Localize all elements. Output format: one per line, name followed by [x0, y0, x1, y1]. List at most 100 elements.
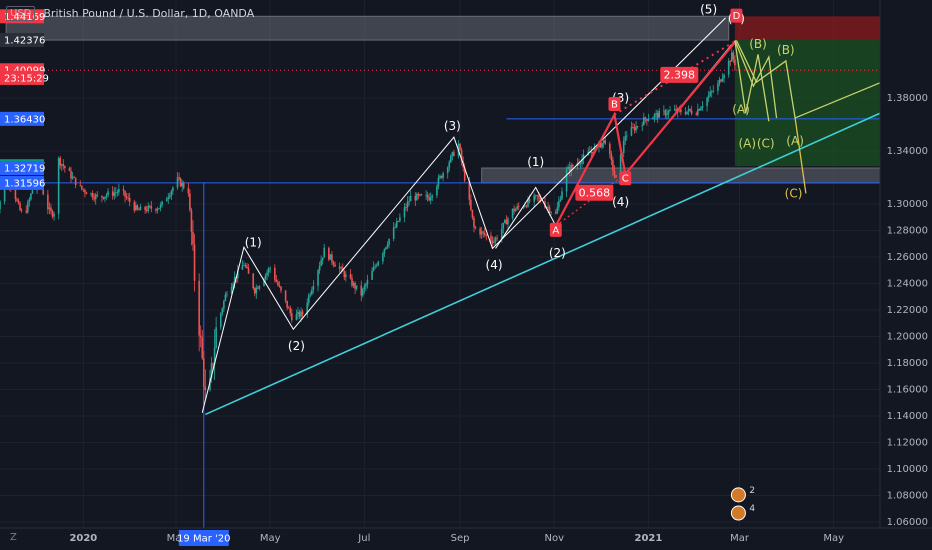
candle-body [480, 231, 483, 235]
candle-body [101, 195, 103, 198]
candle [644, 116, 647, 123]
candle-body [538, 196, 540, 198]
wave-label[interactable]: (5) [700, 2, 717, 16]
candle [581, 154, 583, 167]
candle-body [20, 210, 23, 211]
candle [653, 112, 656, 123]
candle [167, 193, 170, 205]
candle-body [125, 196, 128, 198]
candle-body [90, 193, 92, 195]
annotations[interactable]: (1)(2)(3)(4)(1)(2)(3)(4)(5)(5)(B)(B)(A)(… [245, 2, 804, 521]
wave-label[interactable]: (A) [732, 103, 750, 117]
candle [59, 155, 62, 169]
wave-label[interactable]: (C) [757, 137, 775, 151]
candle-body [213, 347, 216, 365]
price-label[interactable]: 1.32719 [0, 161, 45, 176]
candle-body [383, 248, 386, 254]
candle-body [331, 254, 333, 262]
pattern-point-d[interactable]: D [730, 8, 743, 23]
wave-label[interactable]: (A) [738, 137, 756, 151]
candle [431, 194, 434, 201]
candle [190, 207, 193, 246]
candle [16, 197, 18, 202]
candle [494, 236, 497, 245]
candle [81, 185, 83, 191]
candle [471, 209, 474, 220]
candle [26, 199, 29, 214]
wave-label[interactable]: (A) [786, 134, 804, 148]
candle [156, 206, 159, 214]
wave-label[interactable]: (B) [777, 43, 795, 57]
candle [579, 162, 582, 169]
event-badge[interactable]: 2 [730, 486, 755, 503]
candle-body [581, 159, 583, 164]
candle-body [548, 207, 551, 213]
event-badge[interactable]: 4 [730, 504, 755, 521]
candle-body [25, 210, 28, 213]
candle [417, 192, 420, 200]
candle [169, 192, 171, 199]
candle [459, 142, 461, 151]
candle-body [646, 119, 648, 121]
candle-body [431, 195, 434, 198]
candle-body [201, 337, 204, 359]
candle [198, 273, 200, 352]
pattern-point-b[interactable]: B [608, 97, 621, 112]
candle-body [355, 285, 358, 289]
currency-badge[interactable]: USD [6, 6, 36, 21]
candle [101, 195, 103, 203]
candle-body [658, 110, 661, 118]
wave-label[interactable]: (2) [549, 246, 566, 260]
candle [289, 305, 292, 317]
price-label[interactable]: 1.36430 [0, 111, 45, 126]
pattern-point-a[interactable]: A [549, 222, 562, 237]
candle [204, 369, 207, 399]
pattern-point-c[interactable]: C [619, 171, 632, 186]
candle-body [463, 167, 466, 181]
candle-body [50, 207, 52, 212]
candle [718, 76, 721, 87]
candle [534, 194, 537, 200]
candle-body [399, 217, 401, 222]
candle-body [113, 192, 116, 196]
candle-body [226, 293, 228, 295]
wave-label[interactable]: (4) [612, 195, 629, 209]
candle [338, 262, 341, 273]
candle [360, 280, 363, 302]
candle-body [93, 197, 95, 200]
candle [253, 286, 256, 297]
wave-label[interactable]: (4) [486, 258, 503, 272]
candle [79, 180, 82, 187]
price-label[interactable]: 1.31596 [0, 175, 45, 190]
ratio-label[interactable]: 0.568 [575, 184, 614, 201]
wave-label[interactable]: (2) [288, 339, 305, 353]
candle [450, 154, 452, 164]
time-tick-label: May [823, 533, 844, 544]
candle [172, 186, 174, 195]
ratio-label[interactable]: 2.398 [660, 66, 699, 83]
candle-body [450, 155, 452, 163]
wave-label[interactable]: (1) [527, 155, 544, 169]
time-axis[interactable]: 2020 Mar May Jul Sep Nov 2021 Mar May 19 Mar '20 [0, 527, 932, 550]
crosshair-date[interactable]: 19 Mar '20 [177, 530, 231, 546]
drawings[interactable] [201, 17, 881, 416]
candle-body [485, 234, 488, 236]
candle [287, 305, 290, 309]
price-label[interactable]: 1.44169 [0, 9, 45, 24]
candles[interactable] [0, 48, 736, 405]
wave-label[interactable]: (1) [245, 236, 262, 250]
candle [502, 222, 505, 234]
price-label[interactable]: 23:15:29 [0, 70, 49, 85]
wave-label[interactable]: (C) [785, 187, 803, 201]
candle [298, 309, 301, 320]
candle-body [436, 186, 438, 196]
candle [158, 208, 160, 210]
wave-label[interactable]: (B) [749, 37, 767, 51]
candle-body [403, 207, 406, 218]
wave-label[interactable]: (3) [444, 119, 461, 133]
candle-body [374, 266, 376, 267]
price-label[interactable]: 1.42376 [0, 33, 45, 48]
